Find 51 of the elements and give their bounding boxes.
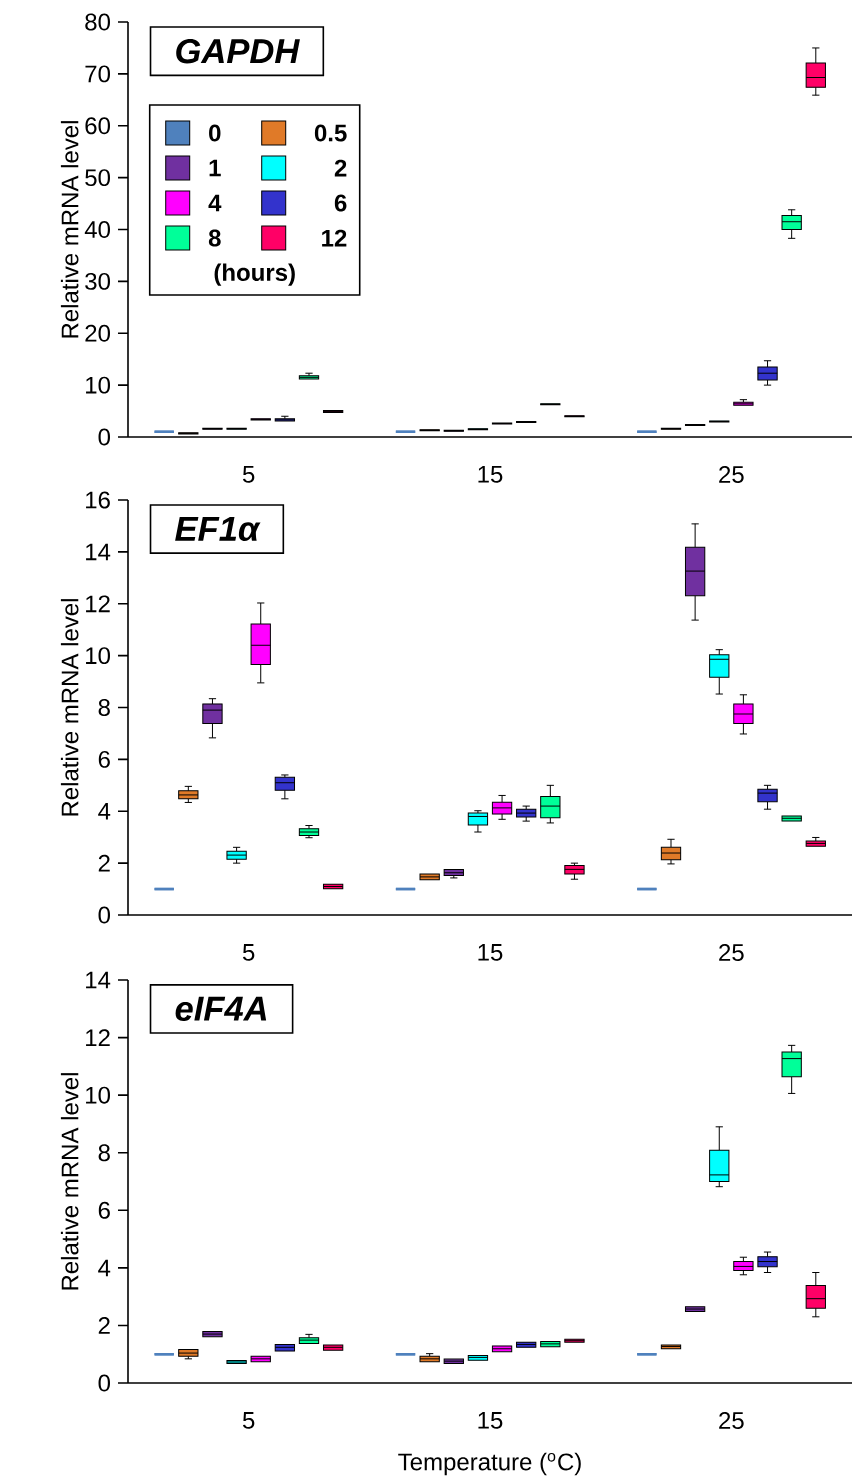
legend-label: 4: [208, 194, 222, 212]
y-axis-title: Relative mRNA level: [60, 121, 79, 338]
y-axis-title: Relative mRNA level: [60, 599, 79, 816]
y-tick-label: 0: [98, 906, 110, 924]
y-tick-label: 70: [85, 65, 110, 83]
legend-label: 0: [209, 124, 221, 142]
legend-title: (hours): [214, 263, 295, 286]
chart-title: eIF4A: [175, 996, 267, 1021]
x-tick-label: 15: [478, 1412, 503, 1429]
y-tick-label: 6: [98, 750, 110, 768]
y-tick-label: 8: [98, 1144, 110, 1162]
y-tick-label: 0: [98, 1374, 110, 1392]
x-tick-label: 5: [242, 944, 255, 961]
y-tick-label: 6: [98, 1201, 110, 1219]
x-tick-label: 25: [719, 466, 744, 484]
y-tick-label: 50: [85, 169, 110, 187]
y-axis-title: Relative mRNA level: [60, 1073, 79, 1290]
x-tick-label: 25: [719, 1412, 744, 1430]
x-tick-label: 5: [242, 1412, 255, 1429]
y-tick-label: 8: [98, 699, 110, 716]
chart-title: EF1α: [175, 516, 261, 542]
legend-label: 0.5: [314, 124, 347, 142]
chart-title: GAPDH: [176, 38, 300, 64]
y-tick-label: 60: [85, 117, 110, 135]
x-axis-title: Temperature ($^{o}$C): [398, 1452, 581, 1476]
legend-label: 8: [208, 229, 221, 247]
y-tick-label: 12: [86, 595, 110, 613]
y-tick-label: 20: [85, 324, 110, 342]
x-tick-label: 15: [478, 944, 503, 961]
y-tick-label: 30: [85, 272, 110, 290]
x-tick-label: 25: [719, 944, 744, 962]
y-tick-label: 12: [86, 1029, 110, 1046]
y-tick-label: 4: [98, 1259, 111, 1277]
x-tick-label: 15: [478, 466, 503, 483]
x-tick-label: 5: [242, 466, 255, 483]
y-tick-label: 40: [84, 221, 110, 238]
y-tick-label: 2: [98, 854, 110, 872]
legend-label: 6: [334, 194, 347, 212]
y-tick-label: 14: [86, 543, 111, 561]
legend-label: 1: [209, 159, 221, 177]
y-tick-label: 14: [86, 971, 111, 989]
y-tick-label: 10: [86, 647, 110, 665]
legend-label: 2: [334, 159, 347, 177]
y-tick-label: 0: [98, 428, 110, 446]
y-tick-label: 2: [98, 1317, 110, 1334]
y-tick-label: 80: [85, 13, 110, 31]
y-tick-label: 4: [98, 803, 111, 820]
y-tick-label: 16: [86, 491, 110, 509]
y-tick-label: 10: [86, 1086, 110, 1104]
legend-label: 12: [322, 229, 347, 247]
y-tick-label: 10: [86, 376, 110, 394]
